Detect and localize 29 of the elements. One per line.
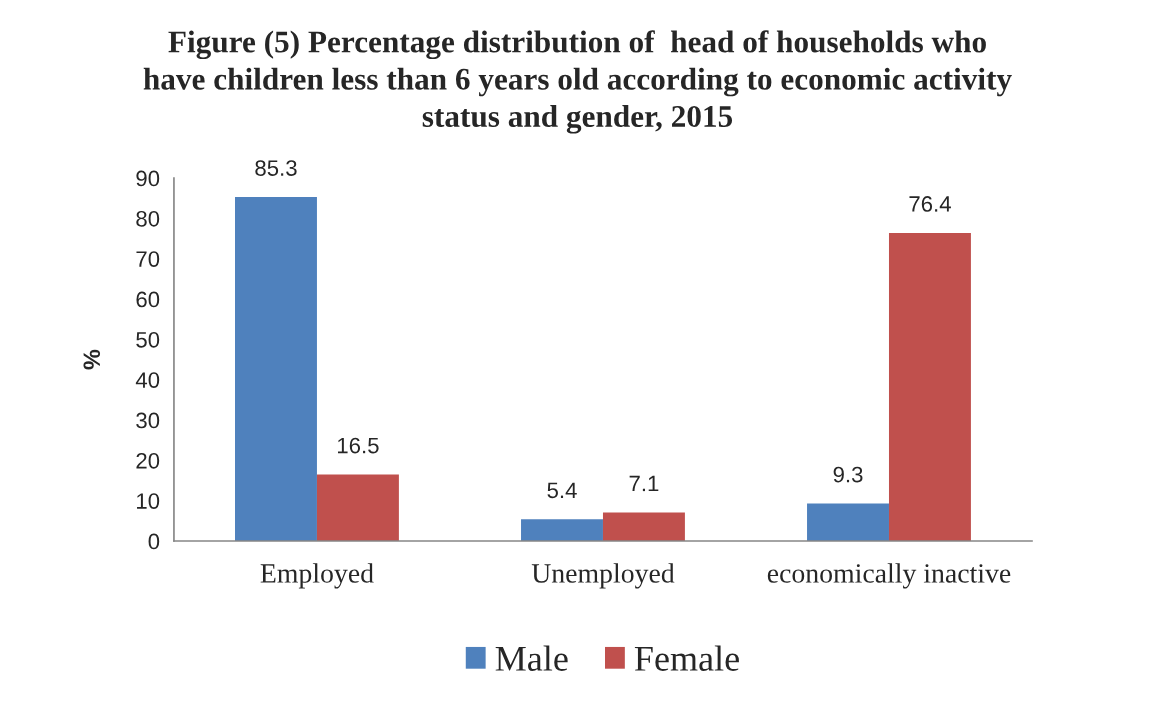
legend-label: Male bbox=[495, 645, 568, 671]
y-tick-label: 80 bbox=[136, 210, 160, 227]
chart-title: Figure (5) Percentage distribution of head of households who have children less than 6 years old according to economic activity status and gender, 2015 bbox=[143, 30, 1012, 134]
bar bbox=[888, 232, 971, 542]
y-tick-label: 70 bbox=[136, 251, 160, 267]
x-tick-label: Employed bbox=[260, 563, 374, 589]
y-tick-label: 40 bbox=[135, 372, 160, 388]
bar bbox=[235, 196, 317, 542]
data-label: 9.3 bbox=[833, 466, 863, 483]
y-tick-label: 10 bbox=[137, 493, 160, 509]
y-tick-label: 30 bbox=[136, 412, 160, 429]
y-tick-label: 60 bbox=[136, 291, 160, 308]
bar bbox=[316, 474, 399, 542]
y-tick-label: 50 bbox=[136, 331, 160, 348]
data-label: 16.5 bbox=[337, 437, 379, 454]
y-tick-label: 0 bbox=[148, 533, 160, 550]
y-tick-label: 20 bbox=[136, 452, 160, 469]
data-label: 76.4 bbox=[909, 196, 951, 212]
x-tick-label: economically inactive bbox=[767, 563, 1011, 589]
x-tick-label: Unemployed bbox=[531, 563, 675, 589]
legend-label: Female bbox=[634, 645, 739, 671]
data-label: 85.3 bbox=[255, 160, 297, 176]
data-label: 5.4 bbox=[547, 482, 577, 499]
data-label: 7.1 bbox=[629, 475, 659, 492]
bar bbox=[807, 503, 889, 542]
y-tick-label: 90 bbox=[136, 170, 160, 187]
bar bbox=[521, 519, 603, 542]
y-axis-title: % bbox=[83, 349, 101, 370]
bar bbox=[602, 512, 685, 542]
